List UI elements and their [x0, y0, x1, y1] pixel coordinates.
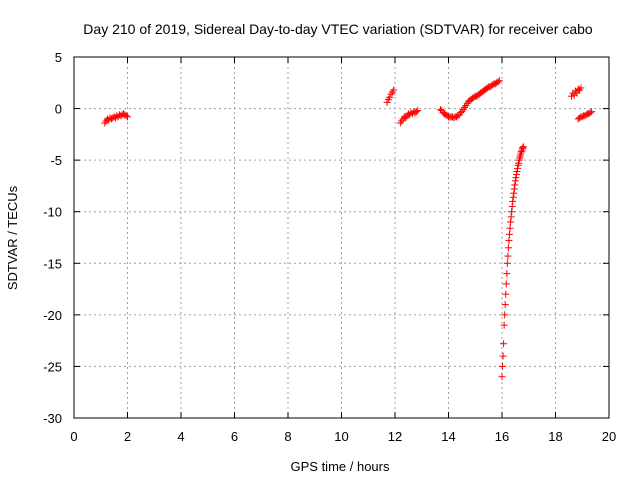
data-point: [512, 174, 520, 182]
data-point: [495, 77, 503, 85]
y-tick-label: -25: [43, 359, 62, 374]
data-point: [500, 321, 508, 329]
data-point: [515, 159, 523, 167]
data-point: [508, 208, 516, 216]
data-point: [510, 189, 518, 197]
data-point: [498, 373, 506, 381]
data-point: [386, 93, 394, 101]
x-tick-labels: 0 2 4 6 8 10 12 14 16 18 20: [70, 429, 616, 444]
data-point: [414, 107, 422, 115]
x-tick-label: 8: [284, 429, 291, 444]
data-point: [588, 108, 596, 116]
data-point: [517, 148, 525, 156]
y-tick-label: -5: [50, 153, 62, 168]
y-tick-label: -20: [43, 308, 62, 323]
x-tick-label: 4: [177, 429, 184, 444]
data-point: [514, 164, 522, 172]
data-point: [511, 177, 519, 185]
data-point: [503, 259, 511, 267]
data-point: [383, 98, 391, 106]
data-point: [494, 78, 502, 86]
data-point: [511, 181, 519, 189]
y-tick-label: 5: [55, 50, 62, 65]
y-tick-label: -30: [43, 411, 62, 426]
x-tick-label: 16: [495, 429, 509, 444]
x-tick-label: 6: [231, 429, 238, 444]
data-point: [124, 113, 131, 121]
data-point: [509, 197, 517, 205]
data-point: [510, 185, 518, 193]
y-axis-label: SDTVAR / TECUs: [5, 185, 20, 290]
data-point: [519, 144, 527, 152]
data-point: [502, 290, 510, 298]
grid: [74, 57, 609, 418]
y-tick-label: -10: [43, 205, 62, 220]
data-point: [507, 218, 515, 226]
y-tick-label: 0: [55, 102, 62, 117]
data-point: [501, 311, 509, 319]
data-point: [502, 280, 510, 288]
data-point: [504, 252, 512, 260]
chart-title: Day 210 of 2019, Sidereal Day-to-day VTE…: [83, 21, 593, 37]
data-point: [503, 270, 511, 278]
data-point: [501, 301, 509, 309]
data-point: [507, 213, 515, 221]
data-point: [508, 203, 516, 211]
data-point: [577, 84, 585, 92]
x-tick-label: 2: [124, 429, 131, 444]
x-tick-label: 14: [441, 429, 455, 444]
axis-ticks: [73, 56, 610, 419]
data-point: [586, 109, 594, 117]
data-point: [505, 237, 513, 245]
data-points: [101, 77, 596, 381]
data-point: [499, 362, 507, 370]
x-tick-label: 20: [602, 429, 616, 444]
data-point: [390, 86, 398, 94]
data-point: [122, 112, 130, 120]
data-point: [513, 167, 521, 175]
data-point: [412, 108, 420, 116]
data-point: [500, 340, 508, 348]
data-point: [499, 352, 507, 360]
x-tick-label: 12: [388, 429, 402, 444]
data-point: [505, 230, 513, 238]
x-tick-label: 18: [548, 429, 562, 444]
data-point: [506, 224, 514, 232]
x-tick-label: 0: [70, 429, 77, 444]
y-tick-labels: 5 0 -5 -10 -15 -20 -25 -30: [43, 50, 62, 426]
data-point: [512, 171, 520, 179]
data-point: [519, 143, 527, 151]
x-axis-label: GPS time / hours: [291, 459, 390, 474]
data-point: [509, 193, 517, 201]
y-tick-label: -15: [43, 256, 62, 271]
x-tick-label: 10: [334, 429, 348, 444]
data-point: [504, 244, 512, 252]
